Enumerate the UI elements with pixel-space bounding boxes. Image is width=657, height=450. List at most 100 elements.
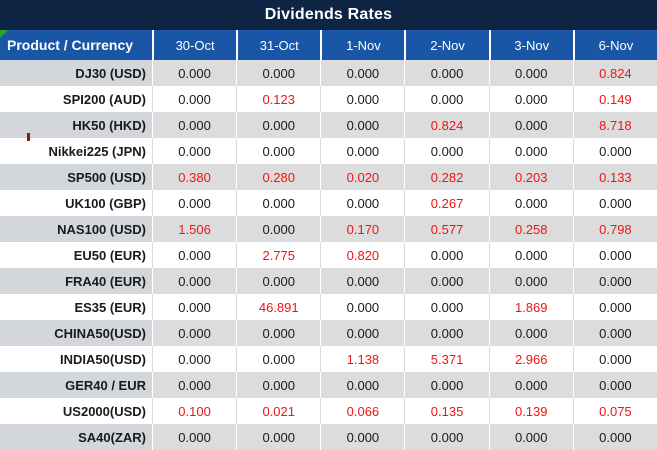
rate-cell: 0.139 (488, 398, 573, 424)
column-header-30-oct: 30-Oct (152, 30, 236, 60)
rate-cell: 0.000 (572, 346, 657, 372)
rate-cell: 0.824 (404, 112, 488, 138)
product-cell: ES35 (EUR) (74, 299, 146, 315)
rate-cell: 0.066 (320, 398, 404, 424)
rate-cell: 0.798 (572, 216, 657, 242)
rate-cell: 0.000 (404, 60, 488, 86)
table-row: ES35 (EUR) 0.000 46.891 0.000 0.000 1.869 0.00… (0, 294, 657, 320)
product-cell: SA40(ZAR) (0, 424, 152, 450)
rate-cell: 0.021 (236, 398, 320, 424)
table-row: CHINA50(USD) 0.000 0.000 0.000 0.000 0.000 0.0… (0, 320, 657, 346)
rate-cell: 0.149 (572, 86, 657, 112)
rate-cell: 0.000 (488, 112, 573, 138)
rate-cell: 0.000 (236, 346, 320, 372)
rate-cell: 0.000 (572, 190, 657, 216)
rate-cell: 0.000 (320, 294, 404, 320)
product-cell: UK100 (GBP) (65, 195, 146, 211)
rate-cell: 0.000 (152, 320, 236, 346)
rate-cell: 0.577 (404, 216, 488, 242)
rate-cell: 0.000 (152, 268, 236, 294)
rate-cell: 0.000 (320, 268, 404, 294)
rate-cell: 0.000 (236, 372, 320, 398)
rate-cell: 0.020 (320, 164, 404, 190)
rate-cell: 0.000 (320, 112, 404, 138)
rate-cell: 0.000 (320, 138, 404, 164)
rate-cell: 5.371 (404, 346, 488, 372)
rate-cell: 0.100 (152, 398, 236, 424)
product-cell: HK50 (HKD) (0, 112, 152, 138)
rate-cell: 0.000 (488, 268, 573, 294)
rate-cell: 0.267 (404, 190, 488, 216)
rate-cell: 0.000 (488, 86, 573, 112)
product-cell: SPI200 (AUD) (62, 91, 146, 107)
rate-cell: 0.000 (404, 372, 488, 398)
rate-cell: 46.891 (236, 294, 320, 320)
rate-cell: 0.000 (152, 242, 236, 268)
rate-cell: 0.000 (152, 190, 236, 216)
rate-cell: 0.000 (236, 216, 320, 242)
rate-cell: 0.000 (488, 424, 573, 450)
rate-cell: 0.000 (404, 268, 488, 294)
product-cell: US2000(USD) (62, 403, 146, 419)
table-row: SP500 (USD) 0.380 0.280 0.020 0.282 0.203 0.13… (0, 164, 657, 190)
product-cell: FRA40 (EUR) (0, 268, 152, 294)
rate-cell: 0.000 (488, 320, 573, 346)
product-cell: GER40 / EUR (0, 372, 152, 398)
rate-cell: 0.000 (404, 242, 488, 268)
product-cell: INDIA50(USD) (60, 351, 146, 367)
rate-cell: 0.000 (404, 86, 488, 112)
rate-cell: 0.000 (488, 190, 573, 216)
rate-cell: 0.000 (236, 190, 320, 216)
table-row: EU50 (EUR) 0.000 2.775 0.820 0.000 0.000 0.000 (0, 242, 657, 268)
column-header-2-nov: 2-Nov (404, 30, 488, 60)
rate-cell: 0.000 (236, 112, 320, 138)
rate-cell: 0.000 (572, 424, 657, 450)
product-cell: SP500 (USD) (0, 164, 152, 190)
rate-cell: 0.000 (572, 268, 657, 294)
rate-cell: 0.824 (572, 60, 657, 86)
rate-cell: 0.280 (236, 164, 320, 190)
rate-cell: 1.506 (152, 216, 236, 242)
rate-cell: 0.133 (572, 164, 657, 190)
rate-cell: 0.170 (320, 216, 404, 242)
rate-cell: 0.203 (488, 164, 573, 190)
column-header-1-nov: 1-Nov (320, 30, 404, 60)
rate-cell: 0.000 (320, 60, 404, 86)
rate-cell: 0.000 (572, 294, 657, 320)
rate-cell: 0.820 (320, 242, 404, 268)
rate-cell: 0.000 (320, 424, 404, 450)
rate-cell: 0.000 (404, 424, 488, 450)
column-header-3-nov: 3-Nov (488, 30, 573, 60)
rate-cell: 0.000 (572, 320, 657, 346)
rate-cell: 0.000 (404, 138, 488, 164)
rate-cell: 1.869 (488, 294, 573, 320)
rate-cell: 0.000 (572, 242, 657, 268)
rate-cell: 0.000 (236, 60, 320, 86)
product-cell: Nikkei225 (JPN) (48, 143, 146, 159)
rate-cell: 0.000 (320, 372, 404, 398)
table-row: US2000(USD) 0.100 0.021 0.066 0.135 0.139 0.07… (0, 398, 657, 424)
table-row: DJ30 (USD) 0.000 0.000 0.000 0.000 0.000 0.824 (0, 60, 657, 86)
rate-cell: 0.000 (236, 424, 320, 450)
table-row: GER40 / EUR 0.000 0.000 0.000 0.000 0.000 0.00… (0, 372, 657, 398)
rate-cell: 0.282 (404, 164, 488, 190)
column-header-31-oct: 31-Oct (236, 30, 320, 60)
rate-cell: 0.000 (152, 346, 236, 372)
rate-cell: 0.075 (572, 398, 657, 424)
table-body: DJ30 (USD) 0.000 0.000 0.000 0.000 0.000 0.824… (0, 60, 657, 450)
rate-cell: 0.000 (320, 86, 404, 112)
rate-cell: 0.000 (236, 138, 320, 164)
column-header-6-nov: 6-Nov (572, 30, 657, 60)
column-header-product-label: Product / Currency (7, 37, 134, 53)
rate-cell: 0.000 (320, 320, 404, 346)
rate-cell: 0.000 (152, 86, 236, 112)
rate-cell: 0.000 (404, 294, 488, 320)
rate-cell: 0.258 (488, 216, 573, 242)
rate-cell: 0.000 (488, 60, 573, 86)
table-row: NAS100 (USD) 1.506 0.000 0.170 0.577 0.258 0.7… (0, 216, 657, 242)
rate-cell: 8.718 (572, 112, 657, 138)
rate-cell: 0.000 (152, 60, 236, 86)
product-cell: CHINA50(USD) (0, 320, 152, 346)
stray-mark (27, 133, 30, 141)
